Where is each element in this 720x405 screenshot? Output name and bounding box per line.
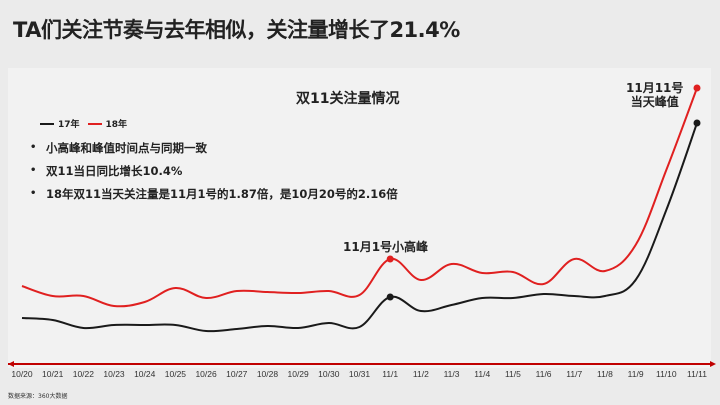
data-point-marker (386, 293, 394, 301)
x-tick-label: 10/26 (195, 369, 217, 379)
data-point-marker (386, 255, 394, 263)
chart-title: 双11关注量情况 (296, 91, 400, 107)
x-tick-label: 11/10 (656, 369, 677, 379)
legend-label-18: 18年 (105, 120, 128, 130)
page-title: TA们关注节奏与去年相似，关注量增长了21.4% (13, 18, 460, 42)
x-tick-label: 11/8 (597, 369, 613, 379)
x-tick-label: 10/23 (103, 369, 125, 379)
chart-panel (8, 68, 711, 368)
legend-swatch-17 (40, 122, 54, 125)
bullet-item: • 18年双11当天关注量是11月1号的1.87倍，是10月20号的2.16倍 (30, 186, 398, 201)
x-tick-label: 10/24 (134, 369, 156, 379)
x-tick-label: 10/31 (349, 369, 371, 379)
x-tick-label: 10/25 (165, 369, 187, 379)
x-tick-label: 11/4 (474, 369, 490, 379)
bullet-dot-icon: • (30, 165, 37, 176)
bullet-list: • 小高峰和峰值时间点与同期一致 • 双11当日同比增长10.4% • 18年双11当… (30, 136, 398, 205)
x-tick-label: 10/22 (73, 369, 95, 379)
axis-arrow-icon (8, 361, 14, 367)
x-tick-label: 11/1 (382, 369, 398, 379)
x-tick-label: 11/3 (444, 369, 460, 379)
bullet-dot-icon: • (30, 142, 37, 153)
bullet-item: • 小高峰和峰值时间点与同期一致 (30, 140, 207, 155)
x-tick-label: 11/5 (505, 369, 521, 379)
x-tick-label: 11/9 (628, 369, 644, 379)
data-source: 数据来源：360大数据 (8, 393, 68, 400)
x-tick-label: 10/21 (42, 369, 64, 379)
chart-legend: 17年 18年 (40, 117, 127, 130)
annotation-peak: 11月11号 当天峰值 (626, 81, 684, 109)
series-line-17年 (21, 122, 698, 333)
bullet-item: • 双11当日同比增长10.4% (30, 163, 183, 178)
x-tick-label: 10/20 (11, 369, 33, 379)
data-point-marker (693, 119, 701, 127)
series-line-18年 (21, 87, 698, 308)
data-point-marker (693, 84, 701, 92)
x-tick-label: 11/2 (413, 369, 429, 379)
x-tick-label: 10/29 (287, 369, 309, 379)
legend-swatch-18 (87, 122, 102, 125)
x-tick-label: 11/7 (566, 369, 582, 379)
x-tick-label: 11/6 (536, 369, 552, 379)
x-tick-label: 10/28 (257, 369, 279, 379)
annotation-small-peak: 11月1号小高峰 (343, 240, 429, 254)
bullet-dot-icon: • (30, 188, 37, 199)
x-tick-label: 10/30 (318, 369, 340, 379)
x-tick-label: 11/11 (687, 369, 707, 379)
legend-label-17: 17年 (58, 120, 80, 130)
axis-arrow-icon (710, 361, 716, 367)
x-tick-label: 10/27 (226, 369, 248, 379)
